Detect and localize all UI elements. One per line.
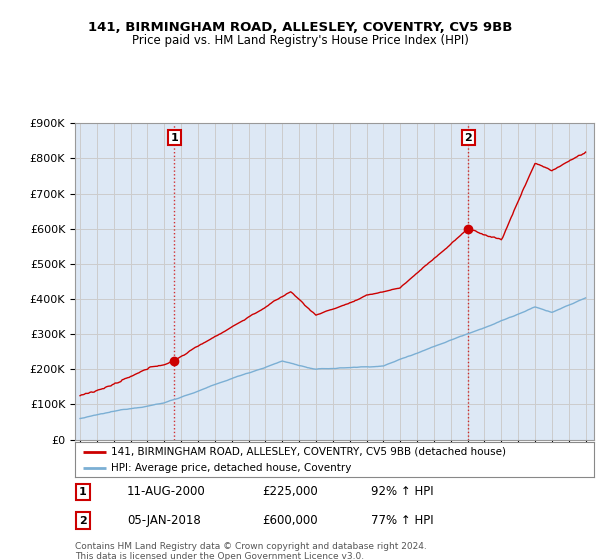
Text: 1: 1 bbox=[170, 133, 178, 143]
Text: £600,000: £600,000 bbox=[262, 514, 317, 527]
Text: 77% ↑ HPI: 77% ↑ HPI bbox=[371, 514, 433, 527]
Text: HPI: Average price, detached house, Coventry: HPI: Average price, detached house, Cove… bbox=[112, 463, 352, 473]
Text: 2: 2 bbox=[464, 133, 472, 143]
Text: Contains HM Land Registry data © Crown copyright and database right 2024.
This d: Contains HM Land Registry data © Crown c… bbox=[75, 542, 427, 560]
Text: 11-AUG-2000: 11-AUG-2000 bbox=[127, 486, 206, 498]
Text: 141, BIRMINGHAM ROAD, ALLESLEY, COVENTRY, CV5 9BB: 141, BIRMINGHAM ROAD, ALLESLEY, COVENTRY… bbox=[88, 21, 512, 34]
Text: 05-JAN-2018: 05-JAN-2018 bbox=[127, 514, 200, 527]
Text: £225,000: £225,000 bbox=[262, 486, 317, 498]
Text: 141, BIRMINGHAM ROAD, ALLESLEY, COVENTRY, CV5 9BB (detached house): 141, BIRMINGHAM ROAD, ALLESLEY, COVENTRY… bbox=[112, 447, 506, 457]
Text: 92% ↑ HPI: 92% ↑ HPI bbox=[371, 486, 433, 498]
Text: Price paid vs. HM Land Registry's House Price Index (HPI): Price paid vs. HM Land Registry's House … bbox=[131, 34, 469, 46]
Text: 1: 1 bbox=[79, 487, 86, 497]
Text: 2: 2 bbox=[79, 516, 86, 525]
